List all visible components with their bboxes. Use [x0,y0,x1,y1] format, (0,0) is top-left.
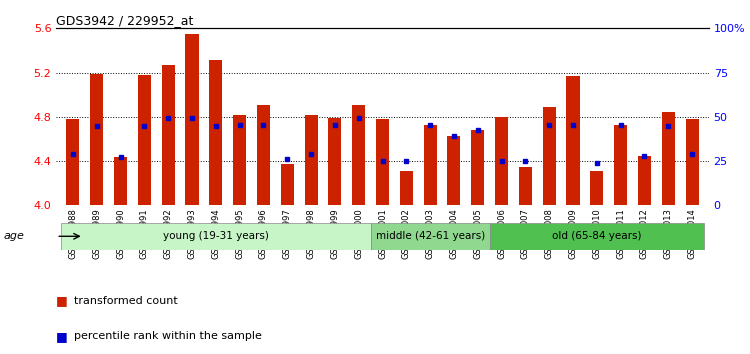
Bar [543,107,556,205]
Bar [209,61,222,205]
Text: age: age [4,232,25,241]
Bar [162,65,175,205]
Bar [471,130,484,205]
Bar [519,167,532,205]
Bar [138,75,151,205]
Bar [490,223,704,250]
Bar [370,223,490,250]
Text: transformed count: transformed count [74,296,177,306]
Text: ■: ■ [56,295,68,307]
Bar [376,119,389,205]
Text: middle (42-61 years): middle (42-61 years) [376,231,484,241]
Bar [638,155,651,205]
Bar [448,136,460,205]
Text: ■: ■ [56,330,68,343]
Bar [185,34,199,205]
Bar [424,125,436,205]
Bar [614,125,627,205]
Bar [400,171,412,205]
Bar [280,164,294,205]
Bar [257,105,270,205]
Text: percentile rank within the sample: percentile rank within the sample [74,331,261,341]
Bar [304,115,317,205]
Bar [686,119,699,205]
Text: GDS3942 / 229952_at: GDS3942 / 229952_at [56,14,194,27]
Bar [566,76,580,205]
Text: old (65-84 years): old (65-84 years) [552,231,641,241]
Text: young (19-31 years): young (19-31 years) [163,231,268,241]
Bar [66,119,80,205]
Bar [90,74,104,205]
Bar [61,223,370,250]
Bar [114,156,127,205]
Bar [590,171,603,205]
Bar [352,105,365,205]
Bar [662,113,675,205]
Bar [328,118,341,205]
Bar [233,115,246,205]
Bar [495,117,508,205]
